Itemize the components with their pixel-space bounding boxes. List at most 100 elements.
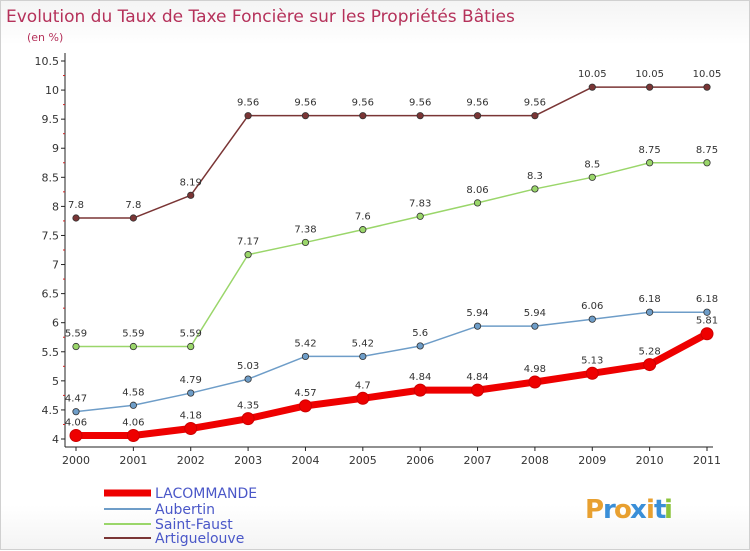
- legend-label: LACOMMANDE: [155, 486, 257, 502]
- data-label: 5.81: [696, 316, 718, 327]
- data-point: [473, 199, 482, 207]
- data-point: [187, 342, 195, 351]
- logo-letter: i: [664, 495, 673, 525]
- series-artiguelouve: [72, 83, 711, 222]
- data-point: [471, 383, 485, 397]
- logo-letter: P: [585, 495, 604, 525]
- y-tick-label: 9: [52, 142, 59, 155]
- data-label: 6.18: [696, 294, 718, 305]
- legend: LACOMMANDEAubertinSaint-FaustArtiguelouv…: [104, 486, 257, 547]
- x-tick-label: 2010: [636, 454, 664, 467]
- data-label: 7.8: [125, 200, 141, 211]
- series-line: [72, 330, 711, 440]
- data-point: [126, 429, 140, 443]
- logo-letter: x: [630, 495, 647, 525]
- data-label: 4.7: [355, 380, 371, 391]
- x-tick-label: 2007: [464, 454, 492, 467]
- x-tick-label: 2002: [177, 454, 205, 467]
- data-label: 4.06: [122, 418, 144, 429]
- data-label: 7.8: [68, 200, 84, 211]
- data-point: [359, 352, 367, 361]
- data-label: 7.38: [294, 224, 316, 235]
- data-point: [244, 251, 252, 259]
- logo-letter: o: [614, 495, 632, 525]
- data-point: [646, 308, 654, 316]
- data-point: [588, 315, 596, 323]
- legend-label: Artiguelouve: [155, 531, 244, 547]
- y-tick-label: 4.5: [42, 404, 60, 417]
- data-label: 5.59: [65, 329, 87, 340]
- legend-label: Aubertin: [155, 502, 215, 518]
- x-tick-label: 2000: [62, 454, 90, 467]
- data-point: [473, 322, 482, 330]
- y-tick-label: 6: [52, 317, 59, 330]
- series-line: [75, 162, 708, 348]
- data-point: [187, 389, 195, 397]
- data-point: [184, 422, 198, 436]
- y-tick-label: 10.5: [35, 55, 60, 68]
- series-lacommande: [69, 327, 714, 443]
- chart-title: Evolution du Taux de Taxe Foncière sur l…: [6, 7, 515, 27]
- data-label: 7.83: [409, 198, 431, 209]
- data-label: 10.05: [693, 69, 722, 80]
- data-label: 5.42: [294, 338, 316, 349]
- chart-subtitle: (en %): [27, 31, 63, 44]
- logo-letter: t: [654, 495, 666, 525]
- data-label: 4.79: [180, 375, 202, 386]
- y-tick-label: 10: [45, 84, 59, 97]
- data-label: 4.06: [65, 418, 87, 429]
- data-label: 7.6: [355, 212, 371, 223]
- data-label: 9.56: [466, 98, 488, 109]
- data-label: 8.06: [466, 185, 488, 196]
- y-tick-label: 8.5: [42, 171, 60, 184]
- data-point: [72, 214, 80, 222]
- x-tick-label: 2004: [291, 454, 319, 467]
- data-point: [129, 214, 137, 222]
- data-point: [72, 342, 80, 351]
- data-point: [356, 391, 370, 405]
- series-line: [75, 311, 708, 413]
- x-tick-label: 2005: [349, 454, 377, 467]
- data-point: [416, 112, 424, 120]
- data-point: [298, 399, 312, 413]
- data-point: [700, 327, 714, 341]
- data-label: 8.3: [527, 171, 543, 182]
- data-label: 5.94: [466, 308, 488, 319]
- data-label: 6.06: [581, 301, 603, 312]
- data-point: [643, 358, 657, 372]
- data-point: [703, 308, 711, 316]
- data-label: 5.59: [122, 329, 144, 340]
- data-point: [301, 238, 310, 247]
- data-label: 5.03: [237, 361, 259, 372]
- data-label: 8.75: [696, 145, 718, 156]
- data-point: [416, 212, 424, 220]
- data-point: [588, 173, 596, 181]
- data-point: [531, 185, 539, 193]
- data-point: [585, 366, 599, 380]
- data-label: 9.56: [524, 98, 546, 109]
- data-point: [301, 112, 310, 120]
- data-point: [413, 383, 427, 397]
- series-saint-faust: [72, 159, 711, 351]
- data-label: 8.19: [180, 177, 202, 188]
- data-label: 9.56: [237, 98, 259, 109]
- data-label: 10.05: [635, 69, 664, 80]
- data-point: [703, 83, 711, 91]
- data-point: [528, 375, 542, 389]
- data-label: 9.56: [409, 98, 431, 109]
- data-point: [244, 375, 252, 383]
- data-label: 4.47: [65, 394, 87, 405]
- logo-letter: r: [603, 495, 616, 525]
- x-tick-label: 2011: [693, 454, 721, 467]
- data-label: 4.18: [180, 411, 202, 422]
- data-point: [531, 112, 539, 120]
- data-label: 9.56: [352, 98, 374, 109]
- data-label: 5.13: [581, 355, 603, 366]
- legend-label: Saint-Faust: [155, 517, 233, 533]
- axes: 4 4.5 5 5.5 6 6.5 7 7.5 8 8.5 9 9.5 10 10.5 2000 2001 20…: [35, 53, 721, 467]
- data-point: [187, 191, 195, 199]
- data-point: [588, 83, 596, 91]
- data-point: [69, 429, 83, 443]
